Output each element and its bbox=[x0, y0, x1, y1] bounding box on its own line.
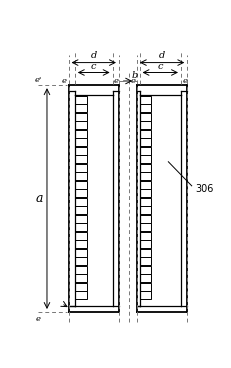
Bar bbox=[139, 104, 151, 112]
Bar bbox=[75, 138, 86, 146]
Bar bbox=[75, 249, 86, 257]
Text: e: e bbox=[130, 77, 135, 85]
Bar bbox=[139, 291, 151, 299]
Bar bbox=[75, 164, 86, 172]
Bar bbox=[75, 223, 86, 231]
Bar bbox=[75, 96, 86, 104]
Bar bbox=[75, 215, 86, 223]
Bar bbox=[75, 189, 86, 197]
Bar bbox=[139, 215, 151, 223]
Bar bbox=[139, 155, 151, 163]
Text: e': e' bbox=[34, 76, 41, 84]
Bar bbox=[139, 164, 151, 172]
Bar bbox=[139, 232, 151, 240]
Bar bbox=[139, 113, 151, 121]
Bar bbox=[139, 96, 151, 104]
Bar bbox=[139, 189, 151, 197]
Bar bbox=[75, 240, 86, 248]
Text: e: e bbox=[62, 77, 67, 85]
Text: b: b bbox=[131, 71, 137, 79]
Bar bbox=[75, 206, 86, 214]
Bar bbox=[139, 172, 151, 180]
Bar bbox=[139, 240, 151, 248]
Bar bbox=[139, 257, 151, 265]
Bar bbox=[139, 266, 151, 274]
Text: d: d bbox=[90, 51, 96, 60]
Bar bbox=[75, 147, 86, 155]
Bar bbox=[139, 249, 151, 257]
Bar bbox=[75, 198, 86, 206]
Bar bbox=[75, 232, 86, 240]
Bar bbox=[75, 113, 86, 121]
Bar bbox=[139, 181, 151, 189]
Text: e: e bbox=[182, 77, 187, 85]
Text: 306: 306 bbox=[195, 184, 213, 194]
Text: a: a bbox=[35, 192, 43, 205]
Bar bbox=[75, 104, 86, 112]
Bar bbox=[75, 172, 86, 180]
Bar bbox=[75, 257, 86, 265]
Bar bbox=[75, 121, 86, 129]
Bar bbox=[139, 206, 151, 214]
Text: e: e bbox=[114, 77, 119, 85]
Bar bbox=[75, 130, 86, 138]
Text: e: e bbox=[35, 315, 40, 323]
Bar bbox=[139, 198, 151, 206]
Bar bbox=[75, 181, 86, 189]
Bar bbox=[75, 155, 86, 163]
Bar bbox=[139, 121, 151, 129]
Bar bbox=[139, 130, 151, 138]
Bar bbox=[139, 138, 151, 146]
Text: c: c bbox=[157, 62, 162, 71]
Bar bbox=[75, 291, 86, 299]
Bar bbox=[75, 274, 86, 282]
Bar bbox=[139, 283, 151, 291]
Text: c: c bbox=[91, 62, 96, 71]
Bar bbox=[139, 274, 151, 282]
Bar bbox=[139, 223, 151, 231]
Bar bbox=[139, 147, 151, 155]
Bar bbox=[75, 283, 86, 291]
Bar bbox=[75, 266, 86, 274]
Text: d: d bbox=[158, 51, 164, 60]
